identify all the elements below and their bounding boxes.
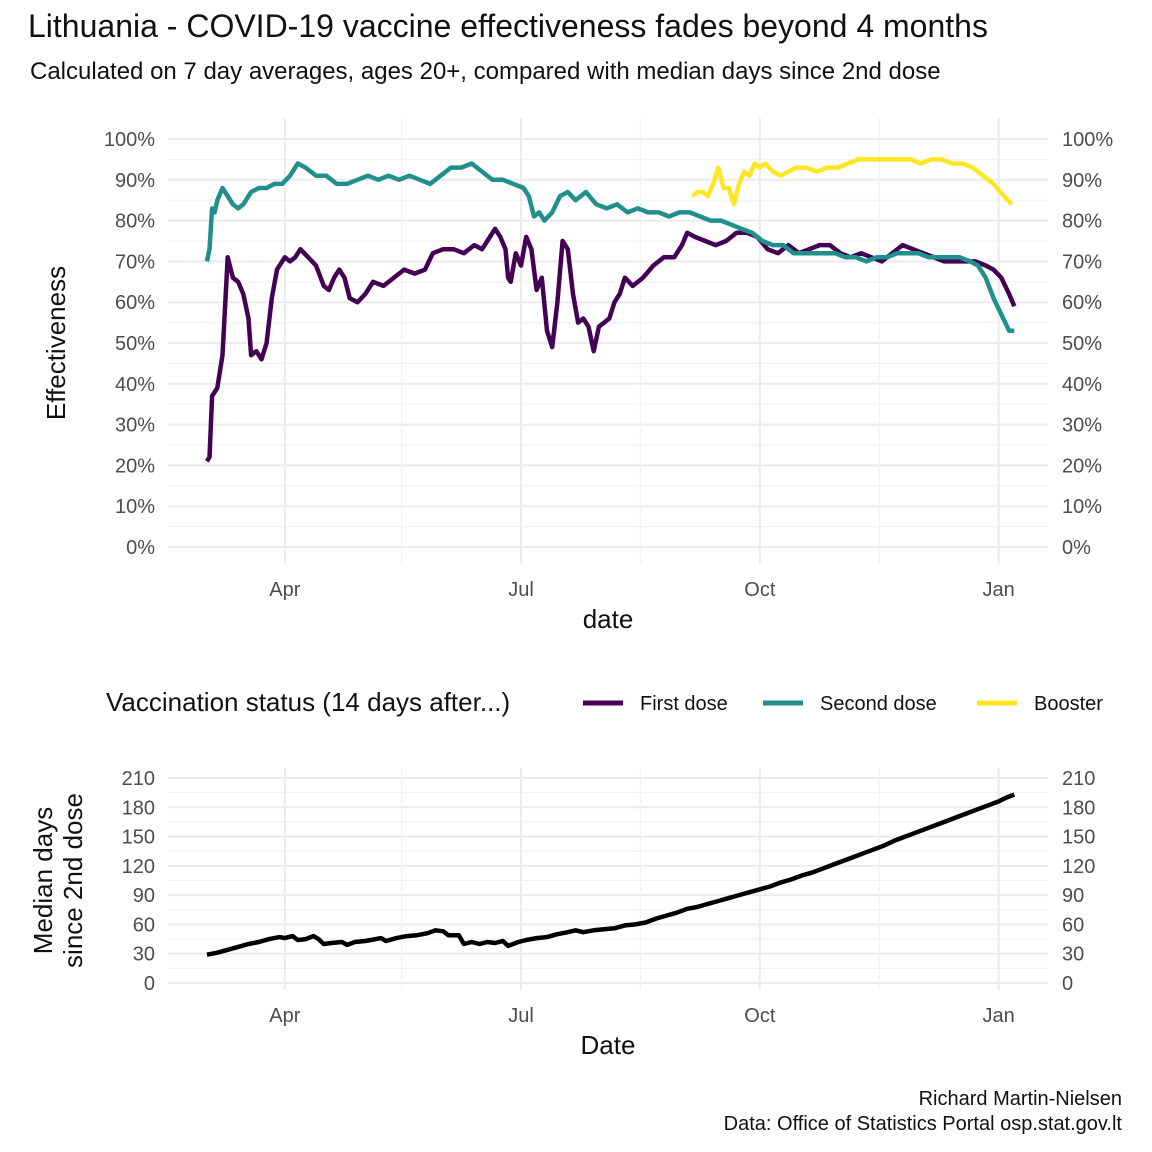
y-tick-label: 100%: [104, 129, 155, 151]
legend-label: First dose: [640, 693, 728, 715]
series-line-second-dose: [204, 161, 1015, 334]
legend-item: First dose: [583, 693, 728, 715]
y-tick-label: 0%: [126, 537, 155, 559]
y-tick-label-secondary: 60%: [1062, 292, 1102, 314]
y-tick-label: 90%: [115, 170, 155, 192]
legend-label: Second dose: [820, 693, 937, 715]
y-tick-label-secondary: 80%: [1062, 211, 1102, 233]
y-axis-title: Effectiveness: [41, 266, 71, 420]
caption-author: Richard Martin-Nielsen: [918, 1088, 1122, 1110]
x-axis-title: Date: [581, 1030, 636, 1060]
y-tick-label: 70%: [115, 251, 155, 273]
caption-source: Data: Office of Statistics Portal osp.st…: [723, 1113, 1122, 1135]
x-tick-label: Jan: [983, 579, 1015, 601]
y-tick-label-secondary: 10%: [1062, 496, 1102, 518]
y-tick-label: 150: [122, 827, 155, 849]
series-line-first-dose: [204, 226, 1017, 463]
y-tick-label: 0: [144, 973, 155, 995]
y-tick-label-secondary: 40%: [1062, 374, 1102, 396]
grid: [168, 118, 1048, 564]
y-axis-title: Median dayssince 2nd dose: [28, 793, 88, 968]
effectiveness-panel: 0% 0% 10% 10% 20% 20% 30% 30% 40% 40% 50% 50% 60% 60%…: [41, 118, 1113, 634]
y-axis-title-line: Median days: [28, 807, 58, 954]
y-tick-label: 80%: [115, 211, 155, 233]
y-tick-label: 210: [122, 768, 155, 790]
x-tick-label: Apr: [269, 579, 300, 601]
series-line-median-days: [206, 792, 1016, 957]
y-tick-label: 10%: [115, 496, 155, 518]
legend-item: Booster: [977, 693, 1103, 715]
x-axis-title: date: [583, 604, 634, 634]
x-tick-label: Jul: [508, 579, 534, 601]
y-tick-label-secondary: 100%: [1062, 129, 1113, 151]
legend-label: Booster: [1034, 693, 1103, 715]
y-tick-label-secondary: 150: [1062, 827, 1095, 849]
y-tick-label: 60: [133, 914, 155, 936]
y-tick-label: 120: [122, 856, 155, 878]
y-tick-label-secondary: 30: [1062, 944, 1084, 966]
series-line-booster: [691, 157, 1014, 207]
x-tick-label: Apr: [269, 1005, 300, 1027]
y-tick-label: 20%: [115, 455, 155, 477]
y-tick-label: 50%: [115, 333, 155, 355]
x-tick-label: Jan: [983, 1005, 1015, 1027]
median-days-panel: 0 0 30 30 60 60 90 90 120 120 150 150 180 180 210 210 Ap…: [28, 768, 1095, 1060]
chart-subtitle: Calculated on 7 day averages, ages 20+, …: [30, 58, 941, 85]
legend-title: Vaccination status (14 days after...): [106, 687, 510, 717]
y-tick-label-secondary: 90%: [1062, 170, 1102, 192]
x-tick-label: Jul: [508, 1005, 534, 1027]
y-tick-label-secondary: 0%: [1062, 537, 1091, 559]
y-axis-title-line: since 2nd dose: [58, 793, 88, 968]
y-tick-label: 180: [122, 797, 155, 819]
y-tick-label-secondary: 60: [1062, 914, 1084, 936]
y-tick-label-secondary: 180: [1062, 797, 1095, 819]
x-tick-label: Oct: [744, 1005, 776, 1027]
y-tick-label-secondary: 20%: [1062, 455, 1102, 477]
y-tick-label: 90: [133, 885, 155, 907]
y-tick-label: 30%: [115, 415, 155, 437]
y-tick-label-secondary: 50%: [1062, 333, 1102, 355]
y-tick-label-secondary: 120: [1062, 856, 1095, 878]
legend: Vaccination status (14 days after...) Fir…: [106, 687, 1103, 717]
y-tick-label-secondary: 90: [1062, 885, 1084, 907]
x-tick-label: Oct: [744, 579, 776, 601]
legend-item: Second dose: [763, 693, 937, 715]
chart-title: Lithuania - COVID-19 vaccine effectivene…: [28, 8, 988, 44]
grid: [168, 768, 1048, 990]
y-tick-label-secondary: 30%: [1062, 415, 1102, 437]
y-tick-label: 30: [133, 944, 155, 966]
y-tick-label-secondary: 210: [1062, 768, 1095, 790]
y-tick-label-secondary: 70%: [1062, 251, 1102, 273]
y-tick-label: 60%: [115, 292, 155, 314]
y-tick-label-secondary: 0: [1062, 973, 1073, 995]
y-tick-label: 40%: [115, 374, 155, 396]
